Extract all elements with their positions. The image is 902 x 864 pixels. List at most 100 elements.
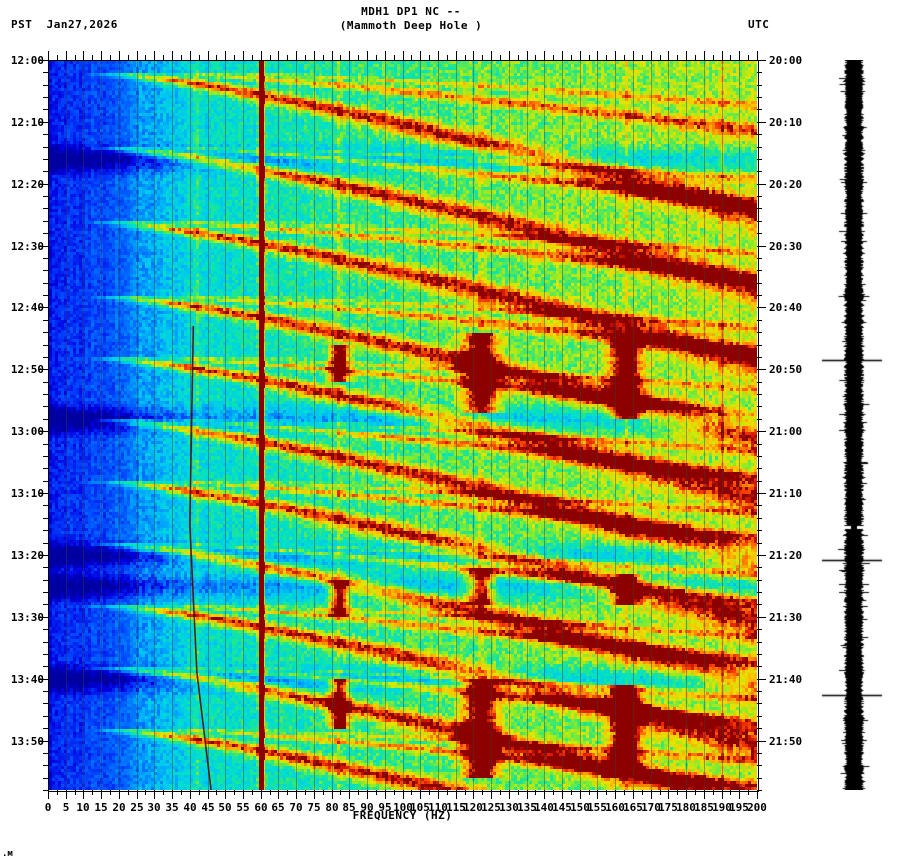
x-tick-major-top xyxy=(704,51,705,60)
y-tick-major xyxy=(39,431,48,432)
y-tick-minor-right xyxy=(757,208,762,209)
y-tick-minor-right xyxy=(757,505,762,506)
x-tick-major-top xyxy=(597,51,598,60)
x-tick-major xyxy=(668,790,669,799)
y-tick-major-right xyxy=(757,679,766,680)
x-tick-major-top xyxy=(190,51,191,60)
x-tick-minor xyxy=(482,790,483,795)
y-tick-major xyxy=(39,369,48,370)
x-tick-major xyxy=(48,790,49,799)
y-tick-major-right xyxy=(757,184,766,185)
x-tick-major-top xyxy=(562,51,563,60)
y-tick-minor-right xyxy=(757,221,762,222)
y-tick-major xyxy=(39,741,48,742)
y-tick-major-right xyxy=(757,122,766,123)
x-tick-minor xyxy=(234,790,235,795)
x-tick-major-top xyxy=(420,51,421,60)
y-tick-minor-right xyxy=(757,716,762,717)
x-tick-major-top xyxy=(722,51,723,60)
seismogram-trace xyxy=(820,60,890,790)
x-tick-major xyxy=(562,790,563,799)
y-tick-major xyxy=(39,679,48,680)
y-tick-minor-right xyxy=(757,691,762,692)
y-tick-minor-right xyxy=(757,97,762,98)
y-axis-label-utc-2140: 21:40 xyxy=(769,673,803,686)
x-tick-minor xyxy=(606,790,607,795)
y-axis-label-utc-2120: 21:20 xyxy=(769,549,803,562)
x-tick-major-top xyxy=(668,51,669,60)
spectrogram-plot[interactable] xyxy=(48,60,757,790)
x-tick-minor xyxy=(128,790,129,795)
y-tick-minor-right xyxy=(757,642,762,643)
y-axis-label-utc-2010: 20:10 xyxy=(769,116,803,129)
x-tick-major xyxy=(420,790,421,799)
x-tick-major-top xyxy=(580,51,581,60)
y-axis-label-pst-1350: 13:50 xyxy=(10,735,44,748)
x-tick-major xyxy=(633,790,634,799)
y-tick-major-right xyxy=(757,741,766,742)
x-tick-minor xyxy=(270,790,271,795)
x-tick-major xyxy=(225,790,226,799)
y-axis-label-utc-2030: 20:30 xyxy=(769,240,803,253)
x-tick-major-top xyxy=(757,51,758,60)
x-tick-major xyxy=(137,790,138,799)
x-tick-major-top xyxy=(119,51,120,60)
x-tick-minor xyxy=(447,790,448,795)
x-tick-minor xyxy=(535,790,536,795)
x-tick-major-top xyxy=(438,51,439,60)
x-tick-major-top xyxy=(473,51,474,60)
x-tick-major-top xyxy=(243,51,244,60)
x-tick-major-top xyxy=(48,51,49,60)
x-tick-major xyxy=(83,790,84,799)
x-tick-minor xyxy=(323,790,324,795)
y-tick-minor-right xyxy=(757,134,762,135)
x-tick-minor xyxy=(394,790,395,795)
y-tick-minor xyxy=(43,790,48,791)
y-tick-major-right xyxy=(757,307,766,308)
x-tick-major xyxy=(651,790,652,799)
x-tick-major xyxy=(101,790,102,799)
y-tick-minor-right xyxy=(757,580,762,581)
x-tick-major-top xyxy=(615,51,616,60)
x-tick-minor xyxy=(642,790,643,795)
x-tick-major xyxy=(119,790,120,799)
x-tick-minor xyxy=(660,790,661,795)
x-tick-major-top xyxy=(101,51,102,60)
x-tick-major-top xyxy=(403,51,404,60)
y-tick-minor-right xyxy=(757,258,762,259)
x-tick-major xyxy=(243,790,244,799)
y-axis-label-pst-1230: 12:30 xyxy=(10,240,44,253)
y-tick-minor-right xyxy=(757,629,762,630)
spectrogram-canvas xyxy=(48,60,757,790)
x-tick-minor xyxy=(57,790,58,795)
x-tick-major-top xyxy=(278,51,279,60)
corner-artifact: .м xyxy=(2,849,13,859)
x-tick-major-top xyxy=(225,51,226,60)
y-tick-major xyxy=(39,493,48,494)
y-tick-minor-right xyxy=(757,518,762,519)
y-tick-minor-right xyxy=(757,406,762,407)
y-tick-minor-right xyxy=(757,728,762,729)
x-tick-major-top xyxy=(137,51,138,60)
x-tick-minor xyxy=(145,790,146,795)
y-tick-major-right xyxy=(757,555,766,556)
y-tick-minor-right xyxy=(757,666,762,667)
x-tick-minor xyxy=(500,790,501,795)
y-tick-minor-right xyxy=(757,567,762,568)
x-tick-major-top xyxy=(527,51,528,60)
x-tick-minor xyxy=(305,790,306,795)
x-tick-major-top xyxy=(385,51,386,60)
x-tick-major xyxy=(491,790,492,799)
x-tick-minor xyxy=(677,790,678,795)
y-tick-minor-right xyxy=(757,382,762,383)
y-tick-minor-right xyxy=(757,171,762,172)
y-axis-label-utc-2100: 21:00 xyxy=(769,425,803,438)
y-tick-minor-right xyxy=(757,320,762,321)
y-tick-major-right xyxy=(757,369,766,370)
x-axis-label: FREQUENCY (HZ) xyxy=(352,809,453,822)
x-tick-major xyxy=(349,790,350,799)
x-tick-major-top xyxy=(456,51,457,60)
y-tick-major xyxy=(39,555,48,556)
x-tick-major-top xyxy=(686,51,687,60)
